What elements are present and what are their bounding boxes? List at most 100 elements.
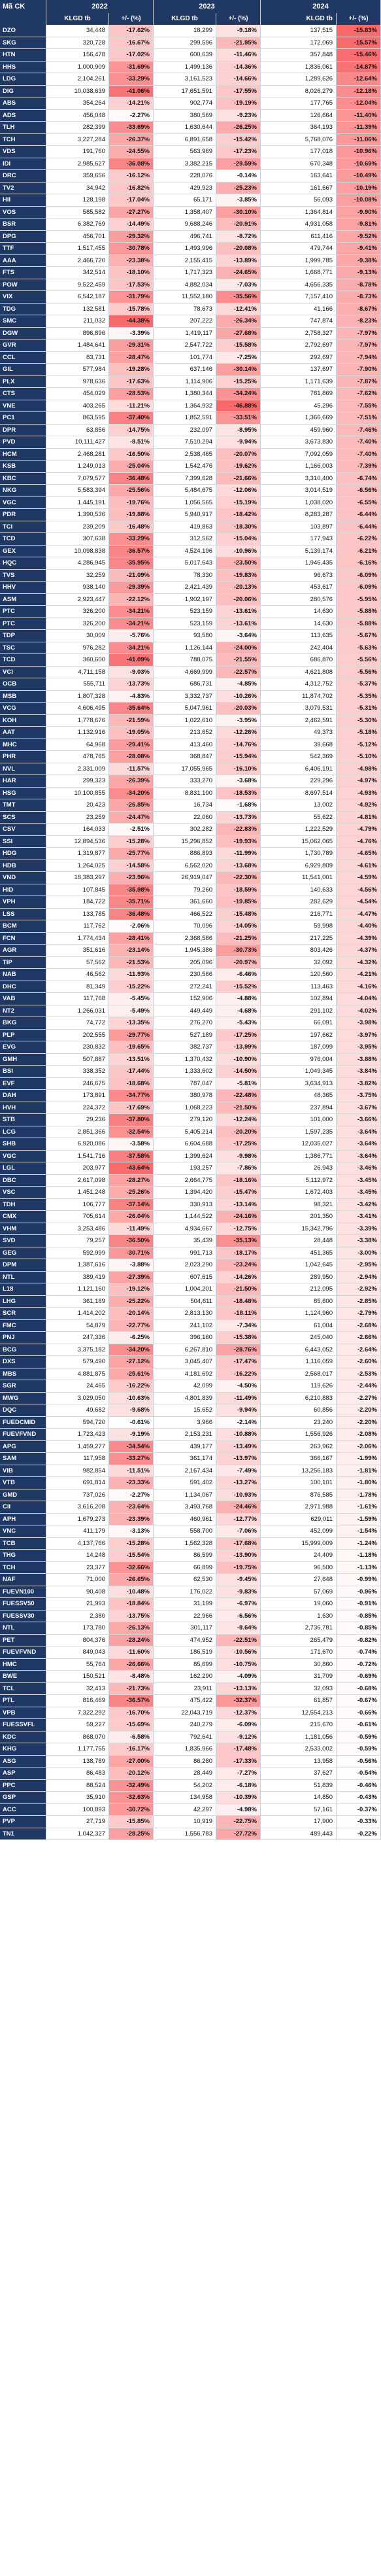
change-2024-cell[interactable]: -4.54% [337, 896, 381, 908]
volume-2023-cell[interactable]: 11,552,180 [154, 291, 216, 303]
volume-2022-cell[interactable]: 2,380 [46, 1610, 109, 1622]
change-2022-cell[interactable]: -17.44% [109, 1066, 154, 1077]
change-2024-cell[interactable]: -7.40% [337, 436, 381, 448]
change-2024-cell[interactable]: -7.62% [337, 388, 381, 400]
change-2022-cell[interactable]: -28.27% [109, 1174, 154, 1186]
change-2023-cell[interactable]: -9.83% [216, 1586, 261, 1597]
ticker-cell[interactable]: VND [0, 872, 46, 884]
ticker-cell[interactable]: PVD [0, 436, 46, 448]
change-2023-cell[interactable]: -20.13% [216, 582, 261, 593]
change-2024-cell[interactable]: -4.37% [337, 945, 381, 956]
change-2023-cell[interactable]: -4.68% [216, 1005, 261, 1017]
change-2023-cell[interactable]: -19.62% [216, 461, 261, 472]
change-2022-cell[interactable]: -17.53% [109, 279, 154, 290]
change-2022-cell[interactable]: -37.58% [109, 1150, 154, 1162]
change-2023-cell[interactable]: -9.12% [216, 1731, 261, 1743]
change-2023-cell[interactable]: -4.85% [216, 678, 261, 690]
change-2024-cell[interactable]: -0.54% [337, 1767, 381, 1779]
ticker-cell[interactable]: CSV [0, 824, 46, 835]
volume-2022-cell[interactable]: 132,581 [46, 303, 109, 315]
volume-2023-cell[interactable]: 23,911 [154, 1682, 216, 1694]
volume-2022-cell[interactable]: 351,616 [46, 945, 109, 956]
change-2023-cell[interactable]: -4.88% [216, 993, 261, 1005]
change-2022-cell[interactable]: -23.64% [109, 1501, 154, 1513]
change-2024-cell[interactable]: -0.82% [337, 1634, 381, 1646]
volume-2023-cell[interactable]: 1,835,966 [154, 1743, 216, 1755]
volume-2022-cell[interactable]: 224,372 [46, 1102, 109, 1113]
change-2024-cell[interactable]: -4.04% [337, 993, 381, 1005]
change-2024-cell[interactable]: -10.96% [337, 146, 381, 158]
volume-2024-cell[interactable]: 4,656,335 [261, 279, 337, 290]
ticker-cell[interactable]: GMH [0, 1053, 46, 1065]
ticker-cell[interactable]: KOH [0, 714, 46, 726]
change-2023-cell[interactable]: -3.95% [216, 714, 261, 726]
ticker-cell[interactable]: HID [0, 884, 46, 896]
change-2024-cell[interactable]: -3.97% [337, 1029, 381, 1041]
volume-2022-cell[interactable]: 6,382,769 [46, 218, 109, 230]
volume-2022-cell[interactable]: 326,200 [46, 618, 109, 629]
volume-2024-cell[interactable]: 292,697 [261, 351, 337, 363]
volume-2024-cell[interactable]: 245,040 [261, 1332, 337, 1344]
volume-2023-cell[interactable]: 1,499,136 [154, 61, 216, 73]
volume-2024-cell[interactable]: 197,662 [261, 1029, 337, 1041]
change-2022-cell[interactable]: -5.49% [109, 1005, 154, 1017]
volume-2023-cell[interactable]: 2,664,775 [154, 1174, 216, 1186]
volume-2023-cell[interactable]: 1,370,432 [154, 1053, 216, 1065]
ticker-cell[interactable]: HCM [0, 448, 46, 460]
change-2023-cell[interactable]: -8.72% [216, 230, 261, 242]
volume-2022-cell[interactable]: 133,785 [46, 908, 109, 920]
volume-2022-cell[interactable]: 117,768 [46, 993, 109, 1005]
change-2024-cell[interactable]: -10.08% [337, 194, 381, 206]
volume-2023-cell[interactable]: 85,699 [154, 1658, 216, 1670]
volume-2023-cell[interactable]: 333,270 [154, 775, 216, 787]
change-2022-cell[interactable]: -8.51% [109, 436, 154, 448]
volume-2023-cell[interactable]: 1,004,201 [154, 1283, 216, 1295]
ticker-cell[interactable]: SVD [0, 1235, 46, 1247]
volume-2024-cell[interactable]: 1,181,056 [261, 1731, 337, 1743]
volume-2023-cell[interactable]: 607,615 [154, 1271, 216, 1283]
volume-2022-cell[interactable]: 411,179 [46, 1525, 109, 1537]
change-2022-cell[interactable]: -2.27% [109, 109, 154, 121]
change-2024-cell[interactable]: -9.13% [337, 267, 381, 279]
volume-2022-cell[interactable]: 282,399 [46, 122, 109, 133]
volume-2024-cell[interactable]: 5,112,972 [261, 1174, 337, 1186]
volume-2023-cell[interactable]: 380,978 [154, 1090, 216, 1102]
volume-2024-cell[interactable]: 119,626 [261, 1380, 337, 1392]
volume-2022-cell[interactable]: 1,319,877 [46, 848, 109, 860]
change-2024-cell[interactable]: -0.72% [337, 1658, 381, 1670]
volume-2022-cell[interactable]: 1,121,160 [46, 1283, 109, 1295]
volume-2024-cell[interactable]: 201,350 [261, 1211, 337, 1223]
volume-2024-cell[interactable]: 11,874,702 [261, 690, 337, 702]
change-2022-cell[interactable]: -21.53% [109, 956, 154, 968]
volume-2024-cell[interactable]: 13,958 [261, 1755, 337, 1767]
volume-2023-cell[interactable]: 1,419,117 [154, 327, 216, 339]
volume-2023-cell[interactable]: 460,961 [154, 1513, 216, 1525]
volume-2023-cell[interactable]: 301,117 [154, 1622, 216, 1634]
change-2022-cell[interactable]: -11.57% [109, 763, 154, 775]
change-2024-cell[interactable]: -1.81% [337, 1465, 381, 1476]
ticker-cell[interactable]: VCG [0, 703, 46, 714]
change-2024-cell[interactable]: -3.88% [337, 1053, 381, 1065]
change-2022-cell[interactable]: -15.78% [109, 303, 154, 315]
change-2022-cell[interactable]: -25.77% [109, 848, 154, 860]
change-2024-cell[interactable]: -1.13% [337, 1561, 381, 1573]
volume-2023-cell[interactable]: 1,556,783 [154, 1828, 216, 1839]
change-2023-cell[interactable]: -5.43% [216, 1017, 261, 1029]
change-2024-cell[interactable]: -3.84% [337, 1066, 381, 1077]
change-2023-cell[interactable]: -19.83% [216, 569, 261, 581]
change-2024-cell[interactable]: -1.78% [337, 1489, 381, 1501]
change-2024-cell[interactable]: -2.20% [337, 1404, 381, 1416]
volume-2024-cell[interactable]: 101,000 [261, 1114, 337, 1126]
change-2022-cell[interactable]: -8.48% [109, 1671, 154, 1682]
ticker-cell[interactable]: TCD [0, 654, 46, 666]
ticker-cell[interactable]: SMC [0, 315, 46, 327]
change-2024-cell[interactable]: -0.67% [337, 1695, 381, 1707]
volume-2024-cell[interactable]: 1,364,814 [261, 206, 337, 218]
change-2022-cell[interactable]: -14.21% [109, 97, 154, 109]
change-2023-cell[interactable]: -18.16% [216, 1174, 261, 1186]
change-2022-cell[interactable]: -23.96% [109, 872, 154, 884]
change-2022-cell[interactable]: -11.49% [109, 1223, 154, 1234]
change-2022-cell[interactable]: -13.73% [109, 678, 154, 690]
change-2023-cell[interactable]: -20.91% [216, 218, 261, 230]
change-2023-cell[interactable]: -9.18% [216, 25, 261, 37]
